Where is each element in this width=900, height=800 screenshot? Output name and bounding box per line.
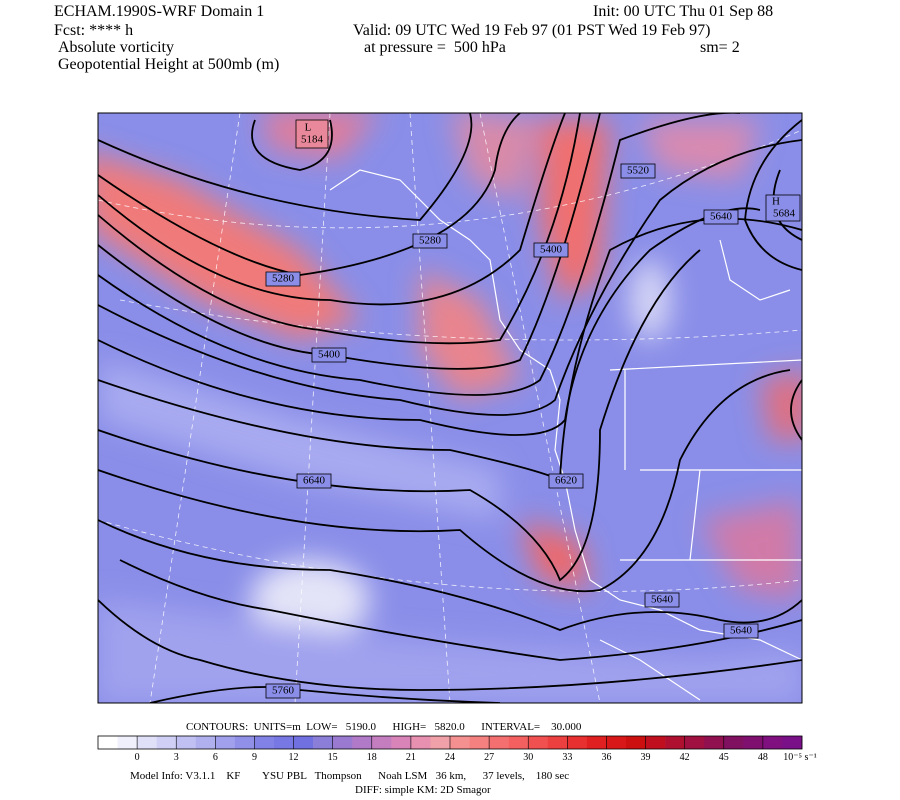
- colorbar-swatch: [665, 736, 685, 749]
- colorbar-swatch: [195, 736, 216, 749]
- contour-label-box: [620, 163, 656, 179]
- colorbar-swatch: [117, 736, 138, 749]
- colorbar-swatch: [704, 736, 725, 749]
- footer: CONTOURS: UNITS=m LOW= 5190.0 HIGH= 5820…: [130, 721, 582, 796]
- colorbar-swatch: [391, 736, 412, 749]
- colorbar-label: 0: [135, 752, 140, 763]
- contour-labels: L 5184 H 5684 5280 5280 5400 5400 5520 5640 66…: [265, 119, 801, 699]
- contour-label: 5640: [710, 211, 733, 223]
- colorbar-swatch: [606, 736, 627, 749]
- contour-label: 6640: [303, 475, 326, 487]
- colorbar-swatch: [743, 736, 764, 749]
- colorbar-label: 21: [406, 752, 416, 763]
- valid-time: Valid: 09 UTC Wed 19 Feb 97 (01 PST Wed …: [353, 22, 710, 39]
- contour-label: 5400: [540, 244, 563, 256]
- contour-label: 5640: [730, 625, 753, 637]
- colorbar-swatch: [313, 736, 333, 749]
- colorbar-swatch: [723, 736, 744, 749]
- contour-label-box: [703, 209, 739, 225]
- header-line: Fcst: **** h: [54, 22, 133, 39]
- colorbar-swatch: [469, 736, 490, 749]
- colorbar-swatch: [489, 736, 509, 749]
- colorbar-swatch: [567, 736, 588, 749]
- contour-label-box: [412, 233, 448, 249]
- model-info: Model Info: V3.1.1 KF YSU PBL Thompson N…: [130, 770, 569, 782]
- colorbar-label: 24: [445, 752, 455, 763]
- colorbar-swatch: [626, 736, 646, 749]
- colorbar-label: 36: [601, 752, 611, 763]
- contour-label-box: [644, 592, 680, 608]
- colorbar-label: 3: [174, 752, 179, 763]
- contour-label-box: [265, 683, 301, 699]
- contour-info: CONTOURS: UNITS=m LOW= 5190.0 HIGH= 5820…: [186, 721, 582, 733]
- contour-label-box: [265, 271, 301, 287]
- colorbar-label: 6: [213, 752, 218, 763]
- colorbar-swatch: [684, 736, 705, 749]
- colorbar-swatch: [176, 736, 197, 749]
- colorbar-label: 12: [289, 752, 299, 763]
- colorbar-unit: 10⁻⁵ s⁻¹: [783, 752, 816, 763]
- colorbar-label: 18: [367, 752, 377, 763]
- contour-label-box: [548, 473, 584, 489]
- colorbar-swatch: [645, 736, 666, 749]
- colorbar-label: 9: [252, 752, 257, 763]
- colorbar-swatch: [352, 736, 373, 749]
- colorbar-swatch: [508, 736, 529, 749]
- colorbar: 0 3 6 9 12 15 18 21 24 27 30 33 36 39 42 45 48 10⁻⁵ s⁻¹: [97, 735, 817, 763]
- colorbar-swatch: [332, 736, 353, 749]
- high-marker: H: [772, 196, 780, 208]
- colorbar-swatch: [450, 736, 470, 749]
- contour-label: 5640: [651, 594, 674, 606]
- contour-label-box: [296, 473, 332, 489]
- colorbar-swatch: [371, 736, 392, 749]
- colorbar-swatch: [430, 736, 451, 749]
- colorbar-label: 45: [719, 752, 729, 763]
- map-frame: [97, 112, 803, 704]
- colorbar-label: 30: [523, 752, 533, 763]
- contour-label: 5280: [272, 273, 295, 285]
- pressure-level: at pressure = 500 hPa: [364, 39, 506, 56]
- contour-label: 6620: [555, 475, 578, 487]
- high-value: 5684: [773, 208, 796, 220]
- colorbar-swatch: [215, 736, 236, 749]
- colorbar-swatch: [293, 736, 314, 749]
- colorbar-label: 48: [758, 752, 768, 763]
- diff-info: DIFF: simple KM: 2D Smagor: [355, 784, 491, 796]
- colorbar-swatch: [137, 736, 157, 749]
- contour-label: 5400: [318, 349, 341, 361]
- contour-label: 5280: [419, 235, 442, 247]
- colorbar-label: 15: [328, 752, 338, 763]
- colorbar-label: 39: [641, 752, 651, 763]
- colorbar-swatch: [254, 736, 275, 749]
- contour-label: 5760: [272, 685, 295, 697]
- low-value: 5184: [301, 134, 324, 146]
- colorbar-swatch: [234, 736, 255, 749]
- header-line: Geopotential Height at 500mb (m): [58, 56, 279, 73]
- smoothing: sm= 2: [700, 39, 740, 56]
- colorbar-swatch: [156, 736, 177, 749]
- colorbar-swatch: [528, 736, 549, 749]
- colorbar-label: 42: [680, 752, 690, 763]
- contour-label-box: [311, 347, 347, 363]
- contour-label: 5520: [627, 165, 650, 177]
- low-marker: L: [305, 122, 312, 134]
- colorbar-swatch: [782, 736, 803, 749]
- colorbar-swatch: [762, 736, 783, 749]
- header-line: Absolute vorticity: [58, 39, 174, 56]
- header: ECHAM.1990S-WRF Domain 1 Fcst: **** h Ab…: [54, 3, 773, 73]
- map: L 5184 H 5684 5280 5280 5400 5400 5520 5640 66…: [98, 113, 802, 703]
- header-line: ECHAM.1990S-WRF Domain 1: [54, 3, 264, 20]
- colorbar-label: 27: [484, 752, 494, 763]
- contour-label-box: [723, 623, 759, 639]
- colorbar-swatch: [547, 736, 568, 749]
- colorbar-label: 33: [562, 752, 572, 763]
- colorbar-swatch: [98, 736, 118, 749]
- colorbar-swatch: [274, 736, 294, 749]
- contour-label-box: [533, 242, 569, 258]
- colorbar-swatch: [410, 736, 431, 749]
- init-time: Init: 00 UTC Thu 01 Sep 88: [593, 3, 773, 20]
- colorbar-swatch: [586, 736, 607, 749]
